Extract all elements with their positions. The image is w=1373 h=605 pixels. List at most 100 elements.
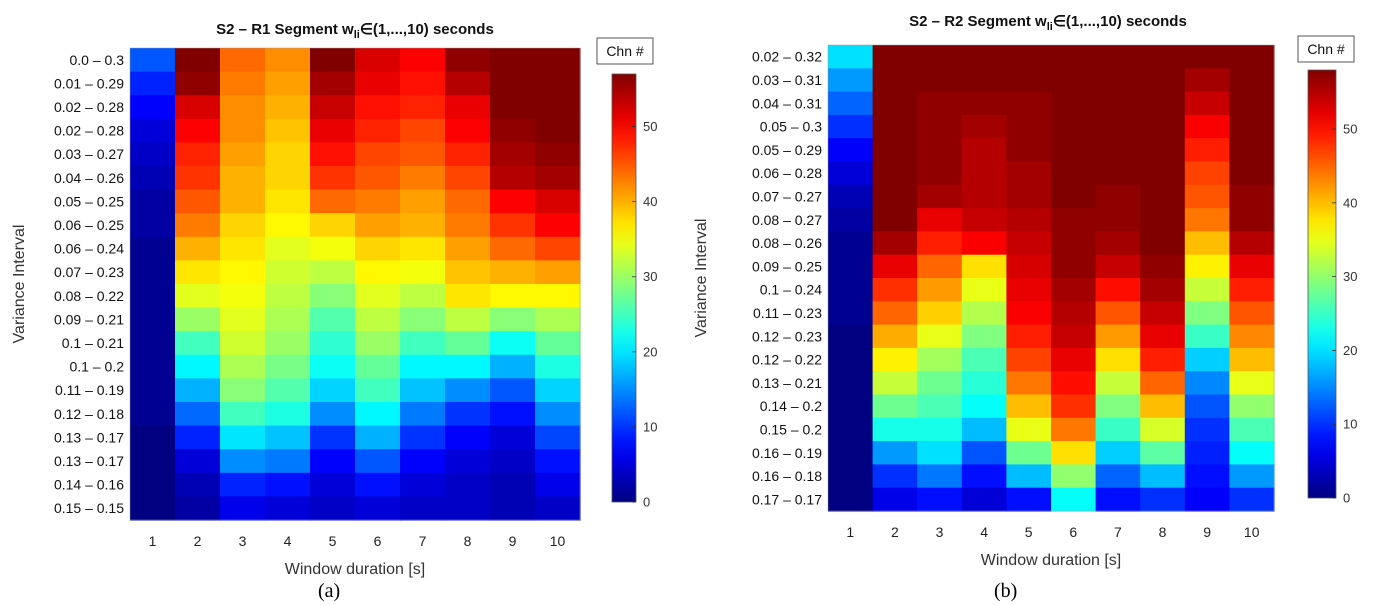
x-tick-label: 9 xyxy=(1203,524,1211,540)
heatmap-cell xyxy=(220,425,266,450)
heatmap-cell xyxy=(535,236,581,261)
heatmap-cell xyxy=(917,487,963,512)
heatmap-cell xyxy=(220,189,266,214)
y-tick-label: 0.1 – 0.21 xyxy=(62,335,124,351)
heatmap-cell xyxy=(1229,371,1275,396)
heatmap-cell xyxy=(1051,487,1097,512)
heatmap-cell xyxy=(1184,138,1230,163)
heatmap-cell xyxy=(1229,138,1275,163)
x-axis-label: Window duration [s] xyxy=(285,561,426,578)
heatmap-cell xyxy=(961,68,1007,93)
y-tick-label: 0.09 – 0.21 xyxy=(54,311,124,327)
heatmap-cell xyxy=(1051,278,1097,302)
y-tick-label: 0.15 – 0.2 xyxy=(760,421,822,437)
heatmap-cell xyxy=(1095,417,1141,442)
heatmap-cell xyxy=(961,347,1007,372)
heatmap-cell xyxy=(872,278,918,302)
heatmap-cell xyxy=(828,347,874,372)
y-tick-label: 0.15 – 0.15 xyxy=(54,500,124,516)
heatmap-cell xyxy=(175,213,221,238)
heatmap-cell xyxy=(535,260,581,285)
heatmap-cell xyxy=(265,189,311,214)
heatmap-cell xyxy=(535,354,581,379)
heatmap-cell xyxy=(1006,278,1052,302)
heatmap-cell xyxy=(310,496,356,521)
heatmap-cell xyxy=(310,236,356,261)
heatmap-cell xyxy=(1051,394,1097,419)
heatmap-cell xyxy=(1229,464,1275,489)
heatmap-cell xyxy=(175,142,221,167)
heatmap-cell xyxy=(1051,464,1097,489)
heatmap-cell xyxy=(130,71,176,96)
x-axis-label: Window duration [s] xyxy=(981,552,1122,569)
heatmap-cell xyxy=(130,402,176,427)
heatmap-cell xyxy=(828,324,874,349)
heatmap-cell xyxy=(1095,161,1141,186)
heatmap-cell xyxy=(355,284,401,309)
heatmap-cell xyxy=(872,161,918,186)
heatmap-cell xyxy=(828,441,874,465)
heatmap-cell xyxy=(265,307,311,332)
x-tick-label: 7 xyxy=(419,533,427,549)
y-tick-label: 0.0 – 0.3 xyxy=(70,52,125,68)
heatmap-cell xyxy=(130,496,176,521)
heatmap-cell xyxy=(828,394,874,419)
heatmap-cell xyxy=(961,464,1007,489)
heatmap-cell xyxy=(490,213,536,238)
heatmap-cell xyxy=(220,472,266,497)
x-tick-label: 10 xyxy=(550,533,566,549)
colorbar-tick-label: 40 xyxy=(643,194,657,209)
heatmap-cell xyxy=(917,208,963,232)
heatmap-cell xyxy=(355,48,401,73)
heatmap-cell xyxy=(445,402,491,427)
heatmap-cell xyxy=(872,68,918,93)
heatmap-cell xyxy=(917,68,963,93)
heatmap-cell xyxy=(1140,464,1186,489)
heatmap-cell xyxy=(1006,301,1052,326)
heatmap-cell xyxy=(355,378,401,403)
heatmap-cell xyxy=(872,371,918,396)
heatmap-cell xyxy=(220,496,266,521)
y-tick-label: 0.05 – 0.25 xyxy=(54,193,124,209)
heatmap-cell xyxy=(1095,278,1141,302)
y-tick-label: 0.14 – 0.16 xyxy=(54,477,124,493)
heatmap-cell xyxy=(445,378,491,403)
heatmap-cell xyxy=(355,472,401,497)
heatmap-cell xyxy=(220,213,266,238)
heatmap-cell xyxy=(961,184,1007,209)
heatmap-cell xyxy=(1095,301,1141,326)
heatmap-cell xyxy=(445,354,491,379)
heatmap-cell xyxy=(828,91,874,116)
heatmap-cell xyxy=(917,114,963,139)
y-tick-label: 0.02 – 0.28 xyxy=(54,99,124,115)
colorbar xyxy=(611,73,637,503)
heatmap-cell xyxy=(175,118,221,143)
heatmap-cell xyxy=(1051,441,1097,465)
heatmap-cell xyxy=(175,71,221,96)
heatmap-cell xyxy=(1095,394,1141,419)
y-tick-label: 0.04 – 0.26 xyxy=(54,170,124,186)
heatmap-cell xyxy=(1229,441,1275,465)
heatmap-cell xyxy=(310,142,356,167)
heatmap-cell xyxy=(490,48,536,73)
x-tick-label: 5 xyxy=(329,533,337,549)
heatmap-cell xyxy=(917,301,963,326)
heatmap-cell xyxy=(872,417,918,442)
heatmap-cell xyxy=(220,402,266,427)
heatmap-cell xyxy=(1184,347,1230,372)
heatmap-cells xyxy=(828,45,1275,512)
heatmap-cell xyxy=(220,449,266,474)
heatmap-cell xyxy=(400,307,446,332)
heatmap-cell xyxy=(310,213,356,238)
heatmap-cell xyxy=(220,48,266,73)
heatmap-cell xyxy=(1095,254,1141,279)
heatmap-cell xyxy=(1006,417,1052,442)
heatmap-cell xyxy=(961,417,1007,442)
heatmap-cell xyxy=(490,260,536,285)
heatmap-cell xyxy=(1140,394,1186,419)
heatmap-cell xyxy=(1229,417,1275,442)
heatmap-cell xyxy=(1095,184,1141,209)
heatmap-cell xyxy=(1051,231,1097,256)
y-tick-label: 0.09 – 0.25 xyxy=(752,258,822,274)
y-tick-label: 0.12 – 0.23 xyxy=(752,328,822,344)
